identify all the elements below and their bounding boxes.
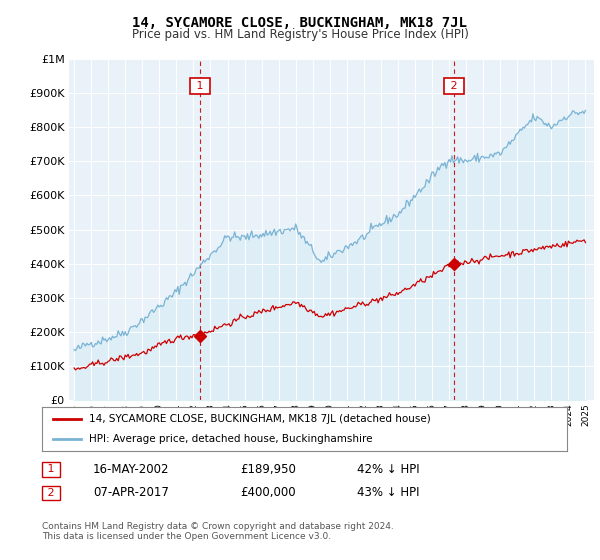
- Text: £189,950: £189,950: [240, 463, 296, 476]
- Text: 14, SYCAMORE CLOSE, BUCKINGHAM, MK18 7JL (detached house): 14, SYCAMORE CLOSE, BUCKINGHAM, MK18 7JL…: [89, 414, 431, 424]
- Text: Contains HM Land Registry data © Crown copyright and database right 2024.
This d: Contains HM Land Registry data © Crown c…: [42, 522, 394, 542]
- Text: £400,000: £400,000: [240, 486, 296, 500]
- Text: 42% ↓ HPI: 42% ↓ HPI: [357, 463, 419, 476]
- Text: 43% ↓ HPI: 43% ↓ HPI: [357, 486, 419, 500]
- Text: HPI: Average price, detached house, Buckinghamshire: HPI: Average price, detached house, Buck…: [89, 435, 373, 445]
- Text: 1: 1: [193, 81, 207, 91]
- Text: 14, SYCAMORE CLOSE, BUCKINGHAM, MK18 7JL: 14, SYCAMORE CLOSE, BUCKINGHAM, MK18 7JL: [133, 16, 467, 30]
- Text: 2: 2: [44, 488, 58, 498]
- Text: 07-APR-2017: 07-APR-2017: [93, 486, 169, 500]
- Text: Price paid vs. HM Land Registry's House Price Index (HPI): Price paid vs. HM Land Registry's House …: [131, 28, 469, 41]
- Text: 1: 1: [44, 464, 58, 474]
- Text: 2: 2: [446, 81, 461, 91]
- Text: 16-MAY-2002: 16-MAY-2002: [93, 463, 170, 476]
